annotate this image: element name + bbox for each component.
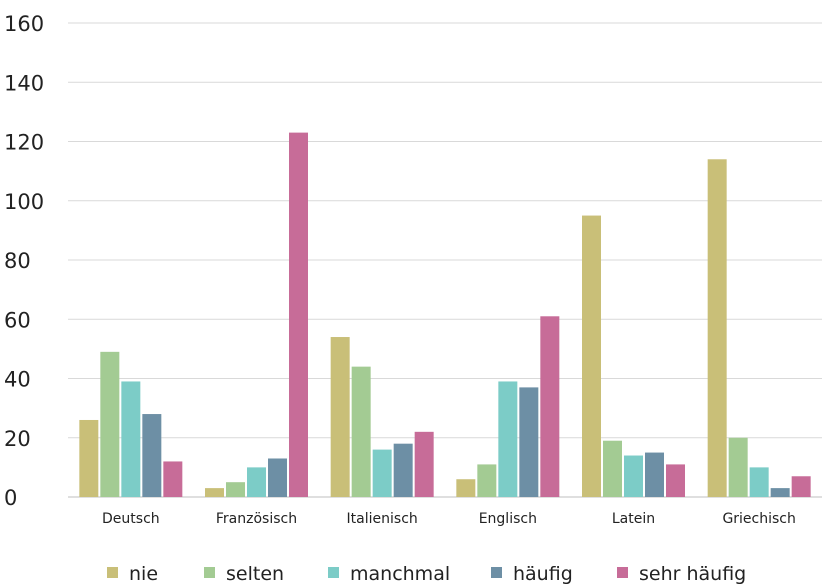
bar-griechisch-manchmal [749, 467, 769, 497]
y-tick-label: 140 [4, 71, 44, 95]
x-tick-label: Italienisch [347, 511, 418, 527]
bar-latein-nie [582, 215, 601, 497]
y-tick-label: 100 [4, 190, 44, 214]
x-tick-label: Griechisch [722, 511, 795, 527]
bar-englisch-manchmal [498, 381, 518, 497]
legend-item: selten [204, 563, 284, 585]
bar-italienisch-manchmal [372, 449, 392, 497]
y-tick-label: 120 [4, 131, 44, 155]
bar-italienisch-häufig [393, 443, 413, 497]
bar-griechisch-häufig [770, 488, 790, 497]
bar-latein-sehr-häufig [666, 464, 685, 497]
bar-englisch-nie [456, 479, 476, 497]
bar-französisch-manchmal [247, 467, 266, 497]
x-tick-label: Deutsch [102, 511, 160, 527]
bar-deutsch-sehr-häufig [163, 461, 183, 497]
bar-deutsch-manchmal [121, 381, 141, 497]
legend-swatch [107, 567, 118, 578]
legend-label: häufig [513, 563, 573, 585]
x-tick-label: Französisch [216, 511, 297, 527]
legend-item: nie [107, 563, 158, 585]
legend-item: manchmal [328, 563, 450, 585]
bar-französisch-selten [226, 482, 245, 497]
bar-deutsch-selten [100, 351, 120, 497]
bar-italienisch-selten [351, 366, 371, 497]
x-tick-label: Latein [612, 511, 655, 527]
y-tick-label: 20 [4, 427, 31, 451]
legend: nie selten manchmal häufig sehr häufig [107, 563, 746, 585]
bar-deutsch-nie [79, 419, 99, 497]
bar-latein-häufig [645, 452, 664, 497]
bar-französisch-nie [205, 488, 224, 497]
y-tick-label: 80 [4, 249, 31, 273]
legend-label: selten [226, 563, 284, 585]
x-axis-ticks: Deutsch Französisch Italienisch Englisch Lat… [102, 511, 796, 527]
bar-griechisch-nie [707, 159, 727, 497]
legend-item: sehr häufig [617, 563, 746, 585]
bar-deutsch-häufig [142, 414, 162, 497]
y-tick-label: 0 [4, 486, 17, 510]
y-tick-label: 160 [4, 12, 44, 36]
gridlines [68, 22, 822, 498]
bar-griechisch-selten [728, 437, 748, 497]
bar-englisch-häufig [519, 387, 539, 497]
legend-swatch [491, 567, 502, 578]
legend-label: manchmal [350, 563, 450, 585]
bar-englisch-sehr-häufig [540, 316, 560, 497]
bar-latein-manchmal [624, 455, 643, 497]
bar-italienisch-nie [330, 337, 350, 497]
bar-latein-selten [603, 440, 622, 497]
legend-swatch [617, 567, 628, 578]
legend-label: sehr häufig [639, 563, 746, 585]
x-tick-label: Englisch [479, 511, 537, 527]
bar-englisch-selten [477, 464, 497, 497]
bars [79, 132, 811, 498]
y-tick-label: 60 [4, 308, 31, 332]
legend-swatch [204, 567, 215, 578]
legend-item: häufig [491, 563, 573, 585]
bar-französisch-häufig [268, 458, 287, 497]
bar-französisch-sehr-häufig [289, 132, 308, 498]
legend-label: nie [129, 563, 158, 585]
legend-swatch [328, 567, 339, 578]
y-axis-ticks: 0 20 40 60 80 100 120 140 160 [4, 12, 44, 510]
bar-italienisch-sehr-häufig [414, 431, 434, 497]
bar-griechisch-sehr-häufig [791, 476, 811, 497]
y-tick-label: 40 [4, 368, 31, 392]
